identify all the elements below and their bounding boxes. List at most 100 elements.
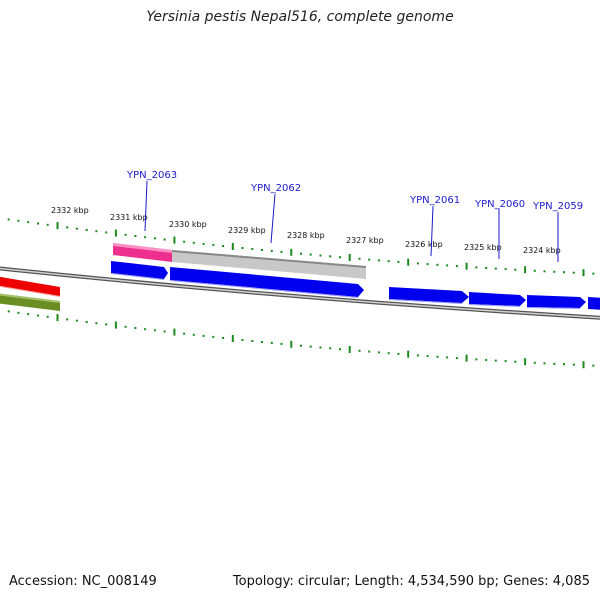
scale-major-tick [173,328,176,336]
scale-major-tick [348,346,351,353]
scale-minor-tick [124,325,127,328]
scale-major-tick [582,269,585,277]
scale-minor-tick [163,238,166,241]
gene-arrow[interactable] [588,297,600,310]
scale-labels: 2332 kbp 2331 kbp 2330 kbp 2329 kbp 2328… [51,206,561,255]
scale-major-tick [56,222,59,230]
scale-minor-tick [368,258,371,261]
gene-labels: YPN_2063 YPN_2062 YPN_2061 YPN_2060 YPN_… [126,170,583,212]
gene-label[interactable]: YPN_2060 [474,199,525,210]
gene-arrow[interactable] [527,295,586,309]
scale-minor-tick [202,334,205,337]
scale-label: 2326 kbp [405,240,443,249]
feature-olive[interactable] [0,293,60,311]
scale-major-tick [407,350,410,358]
scale-minor-tick [163,330,166,333]
scale-major-tick [290,248,293,256]
scale-minor-tick [592,272,595,275]
scale-minor-tick [270,249,273,252]
scale-minor-tick [309,345,312,348]
gene-label[interactable]: YPN_2059 [532,201,583,212]
scale-minor-tick [563,271,565,274]
scale-minor-tick [504,268,507,271]
scale-minor-tick [485,267,488,269]
scale-minor-tick [377,351,380,354]
scale-major-tick [231,243,234,250]
scale-minor-tick [329,255,332,258]
gene-arrow[interactable] [469,292,526,307]
scale-minor-tick [37,222,39,225]
scale-minor-tick [494,267,497,270]
gene-label[interactable]: YPN_2063 [126,170,177,181]
scale-minor-tick [592,364,595,367]
gene-label[interactable]: YPN_2062 [250,183,301,194]
scale-label: 2324 kbp [523,246,561,255]
scale-major-tick [348,254,351,261]
gene-arrow[interactable] [389,287,469,304]
scale-major-tick [231,335,234,342]
scale-minor-tick [241,247,244,249]
feature-pink[interactable] [113,243,172,262]
scale-minor-tick [543,270,546,273]
scale-minor-tick [251,340,254,342]
scale-minor-tick [446,264,449,267]
scale-minor-tick [95,322,98,325]
scale-minor-tick [251,248,254,250]
scale-minor-tick [387,352,390,355]
scale-minor-tick [241,339,244,341]
map-title: Yersinia pestis Nepal516, complete genom… [146,9,454,25]
scale-major-tick [56,314,59,322]
scale-minor-tick [397,260,400,263]
scale-minor-tick [280,250,283,253]
scale-minor-tick [124,233,127,236]
scale-minor-tick [553,362,556,365]
scale-minor-tick [37,314,39,317]
scale-minor-tick [105,231,108,234]
scale-major-tick [465,262,468,270]
accession-label: Accession: NC_008149 [9,574,157,589]
scale-minor-tick [397,352,400,355]
scale-minor-tick [7,310,10,313]
scale-minor-tick [183,240,186,243]
scale-minor-tick [339,348,341,351]
feature-red[interactable] [0,276,60,297]
scale-major-tick [173,236,176,244]
feature-gray[interactable] [172,250,366,279]
gene-label[interactable]: YPN_2061 [409,195,460,206]
scale-minor-tick [563,363,565,366]
genome-backbone [0,266,600,320]
scale-minor-tick [222,245,225,247]
scale-minor-tick [572,363,575,366]
scale-minor-tick [153,237,156,240]
scale-major-tick [114,321,117,329]
inner-scale-track [7,310,595,369]
scale-minor-tick [75,227,78,230]
gene-arrow[interactable] [111,261,168,280]
scale-minor-tick [416,262,419,265]
scale-minor-tick [309,253,312,256]
scale-minor-tick [455,265,458,268]
scale-major-tick [524,358,527,366]
scale-minor-tick [504,360,507,363]
scale-minor-tick [95,230,98,233]
scale-minor-tick [329,347,332,350]
scale-label: 2327 kbp [346,236,384,245]
scale-minor-tick [105,323,108,326]
scale-minor-tick [17,219,20,222]
scale-major-tick [524,266,527,274]
outer-scale-track [7,218,595,277]
scale-minor-tick [261,341,263,343]
scale-minor-tick [358,349,361,352]
scale-minor-tick [144,328,147,331]
scale-minor-tick [446,356,449,359]
scale-minor-tick [377,259,380,262]
scale-minor-tick [27,221,30,224]
scale-minor-tick [17,311,20,314]
genome-summary: Topology: circular; Length: 4,534,590 bp… [232,574,590,589]
scale-label: 2328 kbp [287,231,325,240]
gene-arrow[interactable] [170,267,364,298]
scale-minor-tick [46,315,49,318]
scale-minor-tick [426,355,429,358]
scale-minor-tick [485,359,488,361]
